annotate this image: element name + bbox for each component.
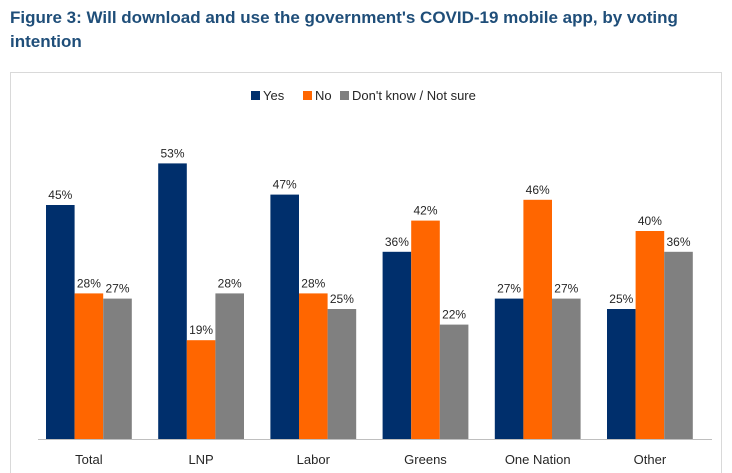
bar <box>439 324 469 439</box>
data-label: 25% <box>330 292 354 306</box>
legend-label: Don't know / Not sure <box>352 88 476 103</box>
bar <box>494 298 524 439</box>
data-label: 19% <box>189 323 213 337</box>
data-labels: 45% 28% 27% 53% 19% 28% 47% 28% 25% 36% 42% 22% 27% 4… <box>48 146 691 337</box>
data-label: 46% <box>526 183 550 197</box>
data-label: 40% <box>638 214 662 228</box>
data-label: 28% <box>301 276 325 290</box>
figure-title: Figure 3: Will download and use the gove… <box>10 8 678 51</box>
bar <box>186 340 216 439</box>
tick-label: Greens <box>404 452 447 467</box>
legend-swatch <box>251 91 260 100</box>
bar <box>382 251 412 439</box>
bar <box>523 199 552 439</box>
bar <box>635 231 665 439</box>
tick-label: One Nation <box>505 452 571 467</box>
bar <box>270 194 299 439</box>
bar <box>158 163 187 439</box>
tick-label: LNP <box>188 452 213 467</box>
data-label: 47% <box>273 178 297 192</box>
bar <box>664 251 693 439</box>
legend-swatch <box>303 91 312 100</box>
bar <box>607 309 636 439</box>
data-label: 25% <box>609 292 633 306</box>
data-label: 27% <box>105 282 129 296</box>
tick-label: Other <box>634 452 667 467</box>
legend: Yes No Don't know / Not sure <box>251 88 476 103</box>
legend-item: Don't know / Not sure <box>340 88 476 103</box>
legend-label: No <box>315 88 332 103</box>
data-label: 22% <box>442 308 466 322</box>
data-label: 27% <box>497 282 521 296</box>
legend-item: No <box>303 88 332 103</box>
data-label: 28% <box>77 276 101 290</box>
x-axis: Total LNP Labor Greens One Nation Other <box>38 439 712 467</box>
data-label: 42% <box>413 204 437 218</box>
legend-swatch <box>340 91 349 100</box>
data-label: 27% <box>554 282 578 296</box>
bar <box>327 309 357 439</box>
bar <box>552 298 581 439</box>
bar <box>46 205 75 439</box>
bar <box>411 220 440 439</box>
bar <box>299 293 328 439</box>
data-label: 28% <box>218 276 242 290</box>
data-label: 36% <box>385 235 409 249</box>
bar <box>74 293 104 439</box>
tick-label: Labor <box>297 452 331 467</box>
tick-label: Total <box>75 452 103 467</box>
bar <box>215 293 244 439</box>
data-label: 53% <box>160 146 184 160</box>
legend-item: Yes <box>251 88 285 103</box>
legend-label: Yes <box>263 88 285 103</box>
bar <box>103 298 132 439</box>
data-label: 45% <box>48 188 72 202</box>
bars <box>46 163 693 439</box>
data-label: 36% <box>666 235 690 249</box>
